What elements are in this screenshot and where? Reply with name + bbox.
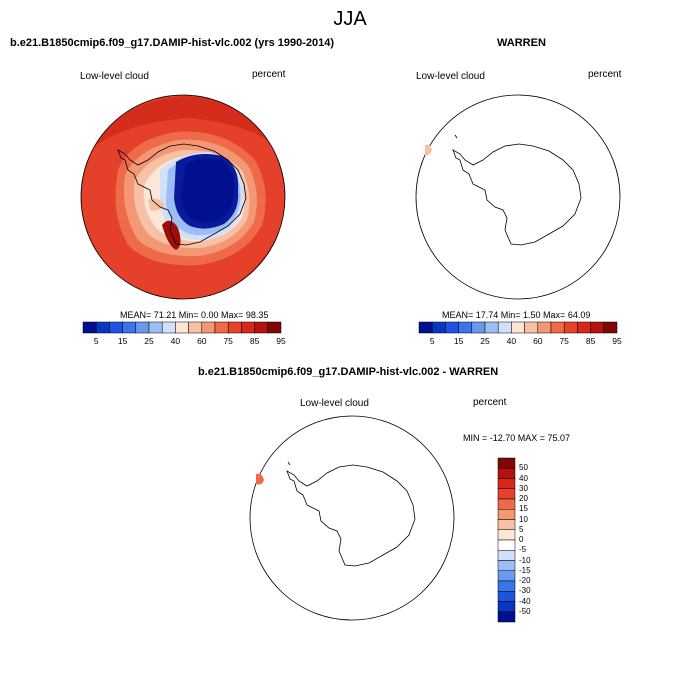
- colorbar-swatch: [214, 321, 229, 334]
- panel-diff-units-label: percent: [473, 397, 507, 408]
- colorbar-swatch: [161, 321, 176, 334]
- colorbar-obs: [418, 321, 618, 334]
- panel-obs-title: WARREN: [497, 37, 546, 49]
- colorbar-swatch: [497, 478, 516, 489]
- colorbar-tick-label: 20: [519, 494, 528, 503]
- panel-model-units-label: percent: [252, 69, 286, 80]
- colorbar-swatch: [497, 488, 516, 500]
- colorbar-tick-label: 15: [117, 336, 128, 346]
- colorbar-swatch: [227, 321, 242, 334]
- colorbar-tick-label: 95: [612, 336, 622, 346]
- colorbar-tick-label: 60: [533, 336, 543, 346]
- figure-title: JJA: [333, 8, 367, 30]
- colorbar-swatch: [431, 321, 446, 334]
- colorbar-swatch: [497, 509, 516, 520]
- colorbar-swatch: [109, 321, 123, 334]
- colorbar-tick-label: 5: [93, 336, 99, 346]
- colorbar-swatch: [497, 601, 516, 612]
- colorbar-swatch: [497, 570, 516, 582]
- colorbar-swatch: [135, 321, 150, 334]
- colorbar-tick-label: -40: [519, 596, 531, 606]
- colorbar-swatch: [497, 550, 516, 561]
- colorbar-swatch: [148, 321, 163, 334]
- colorbar-swatch: [550, 321, 565, 334]
- colorbar-swatch: [603, 321, 618, 334]
- colorbar-tick-label: 25: [144, 336, 154, 346]
- model-map: [80, 94, 286, 300]
- colorbar-tick-label: 5: [519, 524, 524, 534]
- diff-map: [249, 415, 455, 621]
- colorbar-swatch: [484, 321, 499, 334]
- colorbar-swatch: [563, 321, 578, 334]
- colorbar-tick-label: -15: [519, 565, 531, 575]
- colorbar-swatch: [497, 498, 516, 510]
- colorbar-tick-label: 30: [519, 483, 528, 493]
- colorbar-tick-label: -10: [519, 555, 531, 565]
- colorbar-swatch: [458, 321, 473, 334]
- panel-model-variable-label: Low-level cloud: [80, 71, 149, 82]
- colorbar-swatch: [497, 457, 516, 469]
- panel-diff-stats: MIN = -12.70 MAX = 75.07: [463, 433, 571, 443]
- colorbar-tick-label: 85: [585, 336, 596, 346]
- colorbar-swatch: [497, 321, 512, 334]
- colorbar-swatch: [497, 560, 516, 571]
- colorbar-swatch: [524, 321, 539, 334]
- colorbar-tick-label: 40: [170, 336, 181, 346]
- colorbar-swatch: [418, 321, 433, 334]
- colorbar-swatch: [122, 321, 137, 334]
- colorbar-tick-label: 50: [519, 463, 528, 473]
- colorbar-tick-label: 95: [276, 336, 286, 346]
- colorbar-tick-label: 60: [197, 336, 207, 346]
- colorbar-swatch: [445, 321, 459, 334]
- panel-diff-variable-label: Low-level cloud: [300, 398, 369, 409]
- colorbar-swatch: [511, 321, 525, 334]
- colorbar-tick-label: -5: [519, 545, 527, 555]
- colorbar-tick-label: 25: [480, 336, 490, 346]
- colorbar-swatch: [497, 529, 516, 541]
- panel-obs-variable-label: Low-level cloud: [416, 71, 485, 82]
- colorbar-swatch: [471, 321, 486, 334]
- colorbar-swatch: [82, 321, 97, 334]
- colorbar-swatch: [497, 611, 516, 623]
- colorbar-tick-label: 0: [519, 535, 524, 544]
- colorbar-tick-label: 40: [506, 336, 517, 346]
- colorbar-tick-label: 15: [453, 336, 464, 346]
- colorbar-tick-label: 15: [519, 504, 528, 514]
- colorbar-swatch: [241, 321, 255, 334]
- colorbar-swatch: [175, 321, 189, 334]
- panel-model-stats: MEAN= 71.21 Min= 0.00 Max= 98.35: [120, 310, 269, 320]
- colorbar-swatch: [254, 321, 269, 334]
- colorbar-swatch: [188, 321, 203, 334]
- colorbar-tick-label: 10: [519, 514, 528, 524]
- colorbar-diff: [497, 457, 516, 623]
- colorbar-swatch: [497, 519, 516, 530]
- colorbar-tick-label: -50: [519, 606, 531, 616]
- colorbar-swatch: [95, 321, 110, 334]
- colorbar-swatch: [497, 539, 516, 551]
- panel-obs-stats: MEAN= 17.74 Min= 1.50 Max= 64.09: [442, 310, 591, 320]
- colorbar-swatch: [497, 591, 516, 602]
- colorbar-swatch: [201, 321, 216, 334]
- panel-obs-units-label: percent: [588, 69, 622, 80]
- colorbar-swatch: [537, 321, 552, 334]
- colorbar-tick-label: -30: [519, 586, 531, 596]
- colorbar-swatch: [577, 321, 591, 334]
- colorbar-tick-label: 75: [559, 336, 569, 346]
- obs-map: [415, 94, 621, 300]
- colorbar-tick-label: 40: [519, 473, 528, 483]
- panel-model-title: b.e21.B1850cmip6.f09_g17.DAMIP-hist-vlc.…: [10, 37, 335, 49]
- colorbar-tick-label: 5: [429, 336, 435, 346]
- colorbar-swatch: [497, 468, 516, 479]
- colorbar-swatch: [590, 321, 605, 334]
- colorbar-tick-label: 75: [223, 336, 233, 346]
- colorbar-swatch: [267, 321, 282, 334]
- colorbar-tick-label: -20: [519, 576, 531, 585]
- colorbar-model: [82, 321, 282, 334]
- colorbar-swatch: [497, 580, 516, 592]
- colorbar-tick-label: 85: [249, 336, 260, 346]
- panel-diff-title: b.e21.B1850cmip6.f09_g17.DAMIP-hist-vlc.…: [198, 366, 499, 378]
